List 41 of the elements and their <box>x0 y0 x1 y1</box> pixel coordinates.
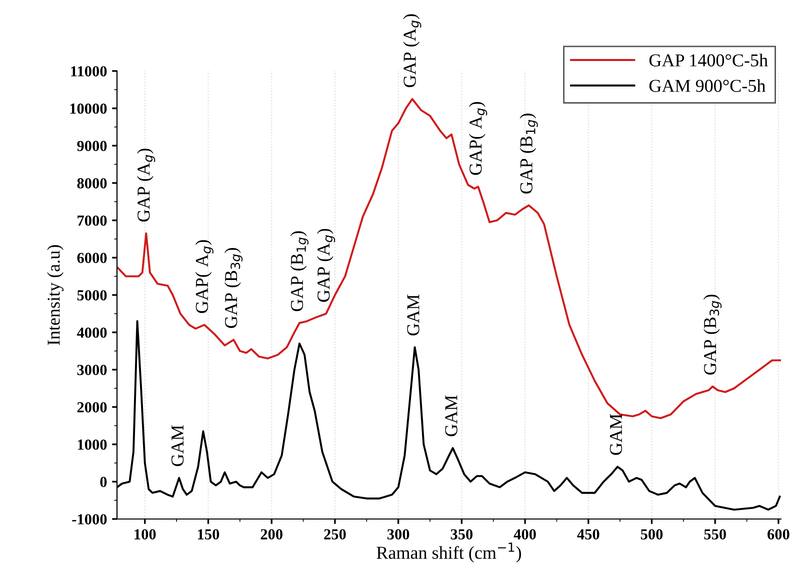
annotation: GAP (B$_{3g}$) <box>703 294 722 375</box>
x-tick-label: 600 <box>768 529 790 540</box>
y-tick-label: 11000 <box>71 66 107 76</box>
x-tick-label: 150 <box>198 529 220 540</box>
x-axis-title: Raman shift (cm$^{−1}$) <box>376 542 522 563</box>
annotation: GAP (B$_{3g}$) <box>224 248 243 328</box>
annotation: GAP (B$_{1g}$) <box>290 231 308 312</box>
annotation: GAM <box>610 414 622 455</box>
y-tick-label: 5000 <box>77 290 107 300</box>
x-tick-label: 200 <box>260 529 282 540</box>
x-tick-label: 400 <box>514 529 536 540</box>
y-tick-label: -1000 <box>72 514 107 524</box>
y-tick-label: 4000 <box>76 327 107 338</box>
y-tick-label: 7000 <box>78 215 107 226</box>
legend-label: GAP 1400°C-5h <box>649 54 768 66</box>
annotation: GAP (A$_{g}$) <box>403 14 422 88</box>
legend-label: GAM 900°C-5h <box>649 79 766 92</box>
annotation: GAP( A$_{g}$) <box>469 102 488 175</box>
y-tick-label: 1000 <box>78 439 107 450</box>
y-axis-title: Intensity (a.u) <box>47 245 64 345</box>
y-tick-label: 8000 <box>77 178 107 188</box>
y-tick-label: 10000 <box>70 103 107 114</box>
x-tick-label: 100 <box>134 529 156 540</box>
x-tick-label: 250 <box>324 529 346 540</box>
annotation: GAP (A$_{g}$) <box>316 228 336 302</box>
x-tick-label: 300 <box>387 529 410 540</box>
y-tick-label: 0 <box>100 476 107 488</box>
annotation: GAP( A$_{g}$) <box>195 240 214 314</box>
annotation: GAM <box>445 395 458 436</box>
y-tick-label: 2000 <box>77 402 107 412</box>
x-tick-label: 450 <box>577 529 600 540</box>
x-tick-label: 550 <box>704 529 726 540</box>
x-tick-label: 500 <box>640 529 663 540</box>
y-tick-label: 9000 <box>77 140 107 152</box>
annotation: GAM <box>407 294 420 336</box>
y-tick-label: 6000 <box>77 252 107 264</box>
y-tick-label: 3000 <box>77 364 107 376</box>
annotation: GAP (B$_{1g}$) <box>520 114 538 194</box>
annotation: GAP (A$_{g}$) <box>137 148 156 222</box>
annotation: GAM <box>171 425 184 466</box>
x-tick-label: 350 <box>450 529 473 540</box>
